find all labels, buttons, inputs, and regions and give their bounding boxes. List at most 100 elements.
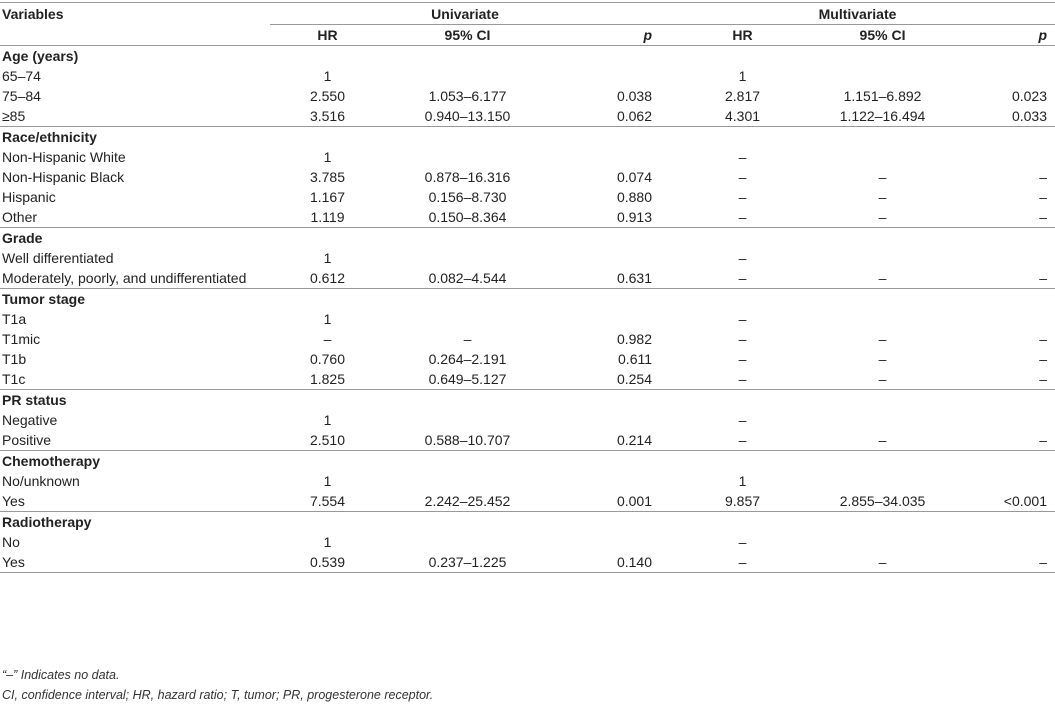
section-title: Grade — [2, 230, 43, 246]
univariate-p: 0.001 — [550, 491, 661, 512]
univariate-p: 0.631 — [550, 268, 661, 289]
univariate-ci: 2.242–25.452 — [385, 491, 550, 512]
footnote-abbreviations: CI, confidence interval; HR, hazard rati… — [2, 688, 434, 702]
univariate-ci-header: 95% CI — [385, 24, 550, 46]
multivariate-p — [940, 532, 1055, 552]
section-header-row: Chemotherapy — [0, 451, 1055, 472]
multivariate-p — [940, 248, 1055, 268]
table-row: Moderately, poorly, and undifferentiated… — [0, 268, 1055, 289]
multivariate-hr: – — [660, 430, 826, 451]
row-label: T1b — [2, 351, 27, 367]
multivariate-ci: 1.151–6.892 — [843, 88, 922, 104]
row-label: Positive — [0, 430, 270, 451]
univariate-hr: 0.612 — [270, 268, 385, 289]
row-label: Hispanic — [2, 189, 56, 205]
multivariate-hr: 9.857 — [660, 491, 826, 512]
multivariate-p — [940, 410, 1055, 430]
variables-header: Variables — [2, 6, 64, 22]
univariate-ci — [385, 532, 550, 552]
univariate-p — [550, 147, 660, 167]
multivariate-hr: – — [738, 169, 747, 185]
univariate-hr: 1.167 — [309, 189, 346, 205]
row-label: Yes — [0, 552, 270, 573]
section-title: PR status — [2, 392, 67, 408]
table-row: T1b 0.760 0.264–2.191 0.611 – – – — [0, 349, 1055, 369]
univariate-p: 0.038 — [616, 88, 653, 104]
multivariate-p: – — [1039, 351, 1048, 367]
multivariate-ci: – — [825, 369, 941, 390]
univariate-ci — [385, 248, 550, 268]
hazard-ratio-table: Variables Univariate Multivariate HR 95%… — [0, 4, 1055, 573]
multivariate-p — [940, 147, 1055, 167]
univariate-hr: 3.516 — [270, 106, 385, 127]
multivariate-ci — [825, 248, 940, 268]
univariate-p: 0.982 — [616, 331, 653, 347]
univariate-ci — [385, 309, 550, 329]
multivariate-p: 0.023 — [1011, 88, 1048, 104]
univariate-ci: 1.053–6.177 — [428, 88, 507, 104]
table-row: Yes 0.539 0.237–1.225 0.140– – – — [0, 552, 1055, 573]
row-label: Negative — [2, 412, 58, 428]
univariate-hr: 1 — [323, 473, 332, 489]
univariate-p — [550, 66, 660, 86]
multivariate-hr: – — [738, 534, 747, 550]
table-row: T1c 1.825 0.649–5.127 0.254– – – — [0, 369, 1055, 390]
table-row: Other 1.119 0.150–8.364 0.913– – – — [0, 207, 1055, 228]
univariate-p — [550, 248, 660, 268]
multivariate-p: – — [940, 207, 1055, 228]
multivariate-ci: 1.122–16.494 — [825, 106, 941, 127]
section-header-row: Radiotherapy — [0, 512, 1055, 533]
univariate-hr-header: HR — [270, 24, 385, 46]
section-header-row: Grade — [0, 228, 1055, 249]
row-label: 75–84 — [2, 88, 41, 104]
multivariate-p: – — [940, 430, 1055, 451]
multivariate-p: – — [1039, 169, 1048, 185]
table-row: Hispanic 1.167 0.156–8.730 0.880 – – – — [0, 187, 1055, 207]
row-label: Non-Hispanic White — [2, 149, 126, 165]
univariate-hr: 1.119 — [270, 207, 385, 228]
table-body: Age (years) 65–74 1 1 75–84 2.550 1.053–6.177 0… — [0, 46, 1055, 573]
univariate-p: 0.254 — [550, 369, 661, 390]
univariate-p — [550, 532, 660, 552]
univariate-p: 0.913 — [550, 207, 661, 228]
univariate-ci — [385, 66, 550, 86]
multivariate-hr: – — [660, 552, 826, 573]
row-label: Moderately, poorly, and undifferentiated — [0, 268, 270, 289]
multivariate-hr: – — [738, 189, 747, 205]
table-row: Non-Hispanic White 1 – — [0, 147, 1055, 167]
univariate-ci: 0.156–8.730 — [428, 189, 507, 205]
table-row: No/unknown 1 1 — [0, 471, 1055, 491]
multivariate-ci: – — [825, 430, 941, 451]
univariate-hr: 1 — [323, 250, 332, 266]
multivariate-hr: 1 — [738, 473, 747, 489]
row-label: 65–74 — [2, 68, 41, 84]
header-row-columns: HR 95% CI p HR 95% CI p — [0, 24, 1055, 46]
table-row: ≥85 3.516 0.940–13.150 0.062 4.301 1.122–16.4… — [0, 106, 1055, 127]
section-title: Tumor stage — [2, 291, 85, 307]
multivariate-ci — [825, 410, 940, 430]
header-row-groups: Variables Univariate Multivariate — [0, 4, 1055, 25]
section-title: Radiotherapy — [2, 514, 92, 530]
univariate-p — [550, 471, 660, 491]
multivariate-p: – — [940, 268, 1055, 289]
section-header-row: Race/ethnicity — [0, 127, 1055, 148]
table-row: 75–84 2.550 1.053–6.177 0.038 2.817 1.151–6.8… — [0, 86, 1055, 106]
row-label: T1a — [2, 311, 27, 327]
section-title: Chemotherapy — [2, 453, 101, 469]
univariate-ci: 0.649–5.127 — [385, 369, 550, 390]
multivariate-ci: – — [878, 351, 887, 367]
univariate-p: 0.074 — [616, 169, 653, 185]
univariate-p: 0.062 — [550, 106, 661, 127]
multivariate-hr: 4.301 — [660, 106, 826, 127]
row-label: T1mic — [2, 331, 41, 347]
multivariate-p: – — [940, 552, 1055, 573]
univariate-hr: 7.554 — [270, 491, 385, 512]
multivariate-ci: – — [825, 207, 941, 228]
univariate-p: 0.880 — [616, 189, 653, 205]
multivariate-p — [940, 66, 1055, 86]
univariate-hr: 2.550 — [309, 88, 346, 104]
row-label: Other — [0, 207, 270, 228]
top-rule — [0, 2, 1055, 3]
section-title: Age (years) — [2, 48, 79, 64]
univariate-ci: 0.264–2.191 — [428, 351, 507, 367]
